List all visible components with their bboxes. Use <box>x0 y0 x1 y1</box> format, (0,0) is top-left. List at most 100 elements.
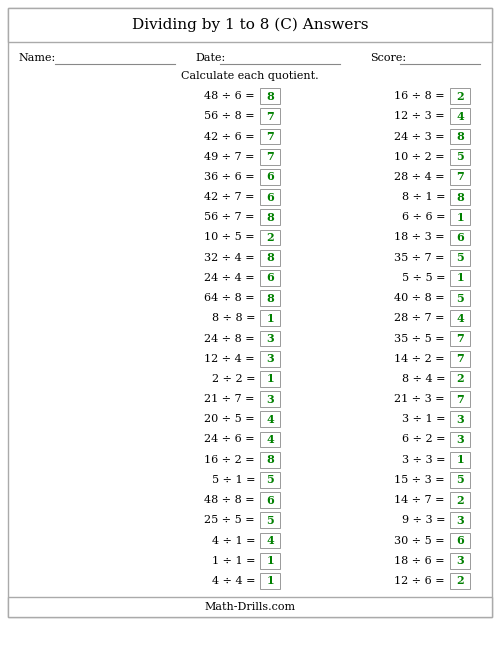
Text: Name:: Name: <box>18 53 55 63</box>
Text: 3 ÷ 1 =: 3 ÷ 1 = <box>402 414 445 424</box>
Bar <box>260 331 280 346</box>
Text: 6: 6 <box>456 535 464 546</box>
Text: 3: 3 <box>456 515 464 526</box>
Text: 5: 5 <box>266 515 274 526</box>
Text: 3: 3 <box>456 434 464 445</box>
Text: 1: 1 <box>266 575 274 586</box>
Text: 2: 2 <box>456 373 464 384</box>
Bar <box>450 270 470 286</box>
Text: 10 ÷ 2 =: 10 ÷ 2 = <box>394 151 445 162</box>
Text: 7: 7 <box>456 171 464 182</box>
Bar <box>450 472 470 488</box>
Text: 15 ÷ 3 =: 15 ÷ 3 = <box>394 475 445 485</box>
Bar <box>260 411 280 427</box>
Text: Date:: Date: <box>195 53 225 63</box>
Text: 49 ÷ 7 =: 49 ÷ 7 = <box>204 151 255 162</box>
Text: 1: 1 <box>456 212 464 223</box>
Text: 20 ÷ 5 =: 20 ÷ 5 = <box>204 414 255 424</box>
Text: 7: 7 <box>266 111 274 122</box>
Text: 8: 8 <box>266 454 274 465</box>
Bar <box>260 270 280 286</box>
Bar <box>450 371 470 387</box>
Text: 14 ÷ 2 =: 14 ÷ 2 = <box>394 354 445 364</box>
Text: 40 ÷ 8 =: 40 ÷ 8 = <box>394 293 445 303</box>
Text: 24 ÷ 8 =: 24 ÷ 8 = <box>204 333 255 344</box>
Bar <box>450 553 470 569</box>
Text: 16 ÷ 8 =: 16 ÷ 8 = <box>394 91 445 101</box>
Text: 6 ÷ 2 =: 6 ÷ 2 = <box>402 435 445 444</box>
Text: 1: 1 <box>266 313 274 324</box>
Bar <box>450 230 470 245</box>
Text: 1: 1 <box>266 373 274 384</box>
Text: 14 ÷ 7 =: 14 ÷ 7 = <box>394 495 445 505</box>
Text: 12 ÷ 6 =: 12 ÷ 6 = <box>394 576 445 586</box>
Bar <box>260 553 280 569</box>
Text: 4: 4 <box>266 535 274 546</box>
Bar <box>260 351 280 367</box>
Text: 4: 4 <box>456 111 464 122</box>
Bar <box>450 210 470 225</box>
Text: 1: 1 <box>456 272 464 283</box>
Text: 5: 5 <box>456 292 464 303</box>
Text: 7: 7 <box>456 353 464 364</box>
Text: 8: 8 <box>266 252 274 263</box>
Text: 8: 8 <box>456 131 464 142</box>
Bar <box>450 532 470 549</box>
Bar <box>260 472 280 488</box>
Bar <box>450 311 470 326</box>
Bar <box>260 452 280 468</box>
Text: 4 ÷ 4 =: 4 ÷ 4 = <box>212 576 255 586</box>
Text: 21 ÷ 3 =: 21 ÷ 3 = <box>394 394 445 404</box>
Bar <box>450 492 470 508</box>
Text: 2 ÷ 2 =: 2 ÷ 2 = <box>212 374 255 384</box>
Bar <box>450 411 470 427</box>
Text: 32 ÷ 4 =: 32 ÷ 4 = <box>204 253 255 263</box>
Text: 4: 4 <box>266 414 274 425</box>
Text: 6: 6 <box>266 272 274 283</box>
Text: 30 ÷ 5 =: 30 ÷ 5 = <box>394 536 445 545</box>
Text: 2: 2 <box>456 575 464 586</box>
Text: 18 ÷ 6 =: 18 ÷ 6 = <box>394 556 445 565</box>
Text: 4 ÷ 1 =: 4 ÷ 1 = <box>212 536 255 545</box>
Text: 24 ÷ 4 =: 24 ÷ 4 = <box>204 273 255 283</box>
Text: 5 ÷ 5 =: 5 ÷ 5 = <box>402 273 445 283</box>
Text: 42 ÷ 6 =: 42 ÷ 6 = <box>204 131 255 142</box>
Bar <box>260 88 280 104</box>
Text: 8: 8 <box>266 212 274 223</box>
Bar <box>450 250 470 265</box>
Bar <box>260 532 280 549</box>
Text: 3: 3 <box>456 555 464 566</box>
Text: 6: 6 <box>266 192 274 203</box>
Bar <box>260 512 280 528</box>
Text: 12 ÷ 4 =: 12 ÷ 4 = <box>204 354 255 364</box>
Bar <box>450 512 470 528</box>
Bar <box>450 573 470 589</box>
Text: 7: 7 <box>456 333 464 344</box>
Text: 56 ÷ 7 =: 56 ÷ 7 = <box>204 212 255 223</box>
Bar <box>260 291 280 306</box>
Text: Calculate each quotient.: Calculate each quotient. <box>181 71 319 81</box>
Bar <box>8 8 492 42</box>
Text: 8: 8 <box>456 192 464 203</box>
Text: 21 ÷ 7 =: 21 ÷ 7 = <box>204 394 255 404</box>
Text: 2: 2 <box>456 91 464 102</box>
Text: 6 ÷ 6 =: 6 ÷ 6 = <box>402 212 445 223</box>
Text: 6: 6 <box>266 171 274 182</box>
Text: 4: 4 <box>266 434 274 445</box>
Text: 1 ÷ 1 =: 1 ÷ 1 = <box>212 556 255 565</box>
Text: 8 ÷ 8 =: 8 ÷ 8 = <box>212 313 255 324</box>
Text: 56 ÷ 8 =: 56 ÷ 8 = <box>204 111 255 121</box>
Text: 7: 7 <box>456 393 464 404</box>
Text: 12 ÷ 3 =: 12 ÷ 3 = <box>394 111 445 121</box>
Text: 8: 8 <box>266 91 274 102</box>
Text: 3: 3 <box>456 414 464 425</box>
Text: 28 ÷ 4 =: 28 ÷ 4 = <box>394 172 445 182</box>
Text: Score:: Score: <box>370 53 406 63</box>
Text: 5: 5 <box>456 252 464 263</box>
Text: 1: 1 <box>456 454 464 465</box>
Bar <box>260 250 280 265</box>
Text: Math-Drills.com: Math-Drills.com <box>204 602 296 612</box>
Text: 7: 7 <box>266 151 274 162</box>
Bar <box>450 331 470 346</box>
Text: 5: 5 <box>456 474 464 485</box>
